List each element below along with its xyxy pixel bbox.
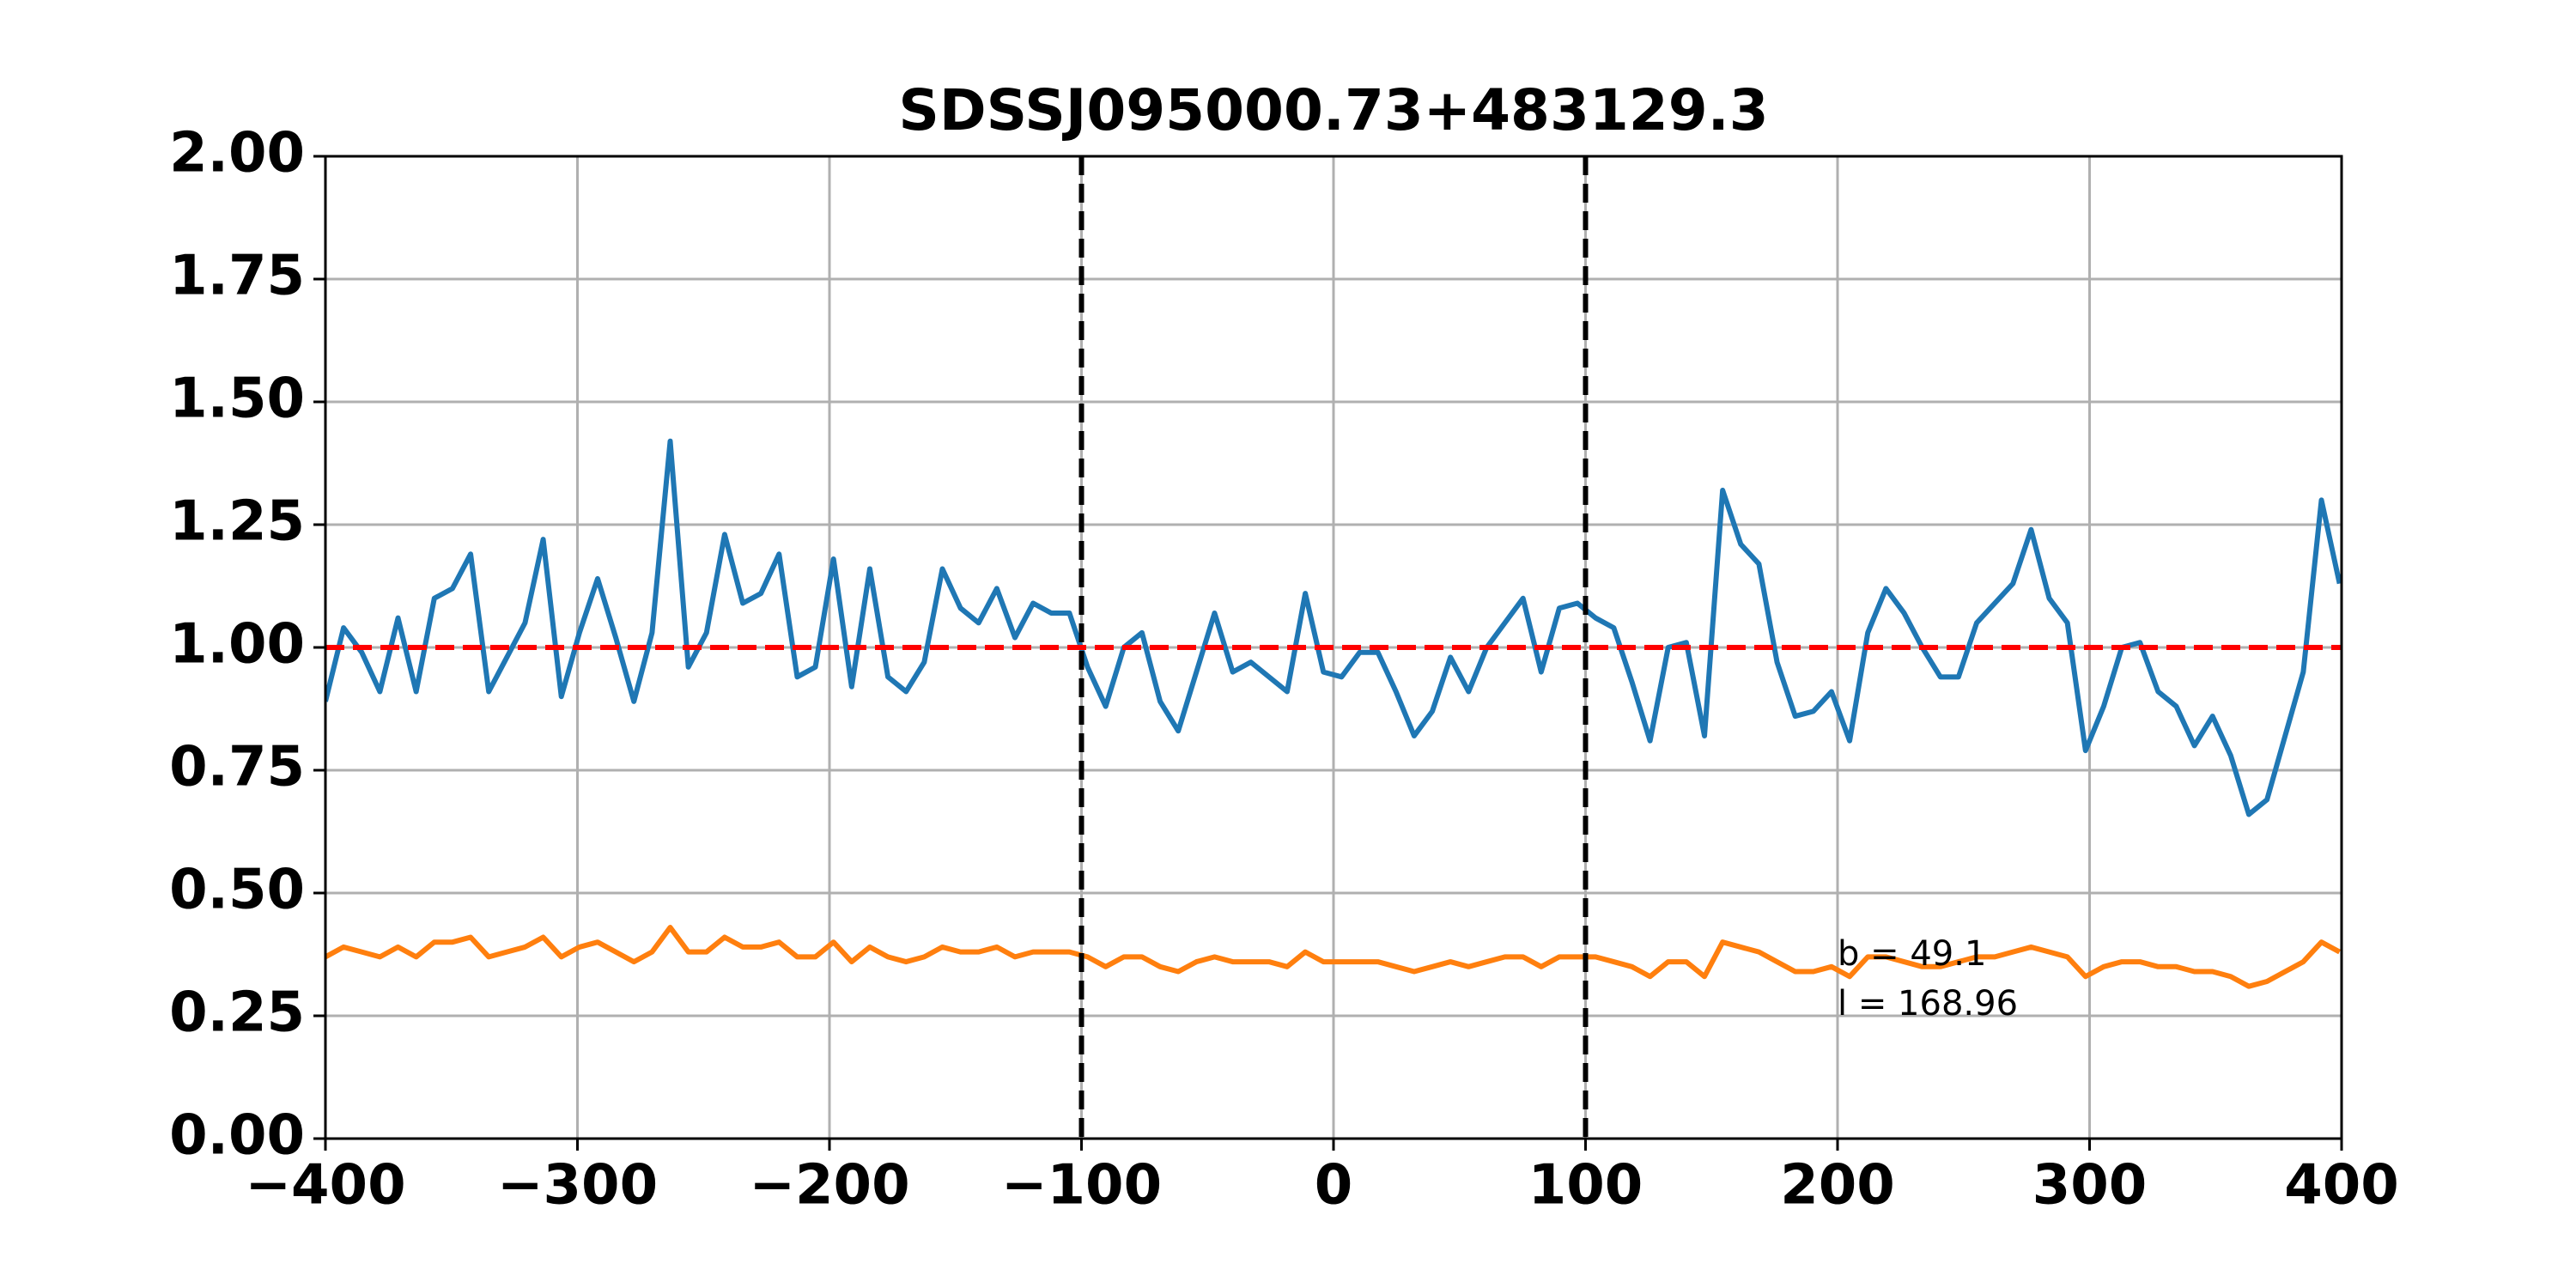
y-tick-label: 2.00	[169, 122, 305, 185]
annotation: b = 49.1	[1838, 934, 1986, 974]
y-tick-label: 1.75	[169, 245, 305, 308]
x-tick-label: 400	[2284, 1154, 2399, 1218]
x-tick-label: −200	[749, 1154, 909, 1218]
x-tick-label: −400	[245, 1154, 405, 1218]
y-tick-label: 1.25	[169, 490, 305, 554]
x-tick-label: 300	[2032, 1154, 2148, 1218]
x-tick-label: 100	[1528, 1154, 1643, 1218]
y-tick-label: 0.00	[169, 1104, 305, 1168]
y-tick-label: 1.50	[169, 368, 305, 431]
y-tick-label: 1.00	[169, 613, 305, 677]
x-tick-label: 0	[1315, 1154, 1353, 1218]
x-tick-label: −300	[497, 1154, 658, 1218]
data-line	[325, 925, 2342, 989]
annotation: l = 168.96	[1838, 984, 2018, 1024]
y-tick-label: 0.50	[169, 859, 305, 922]
y-tick-label: 0.75	[169, 736, 305, 799]
x-tick-label: 200	[1780, 1154, 1895, 1218]
y-tick-label: 0.25	[169, 981, 305, 1045]
plot-frame	[324, 155, 2343, 1140]
data-line	[325, 438, 2342, 817]
chart-title: SDSSJ095000.73+483129.3	[898, 77, 1768, 143]
x-tick-label: −100	[1001, 1154, 1162, 1218]
